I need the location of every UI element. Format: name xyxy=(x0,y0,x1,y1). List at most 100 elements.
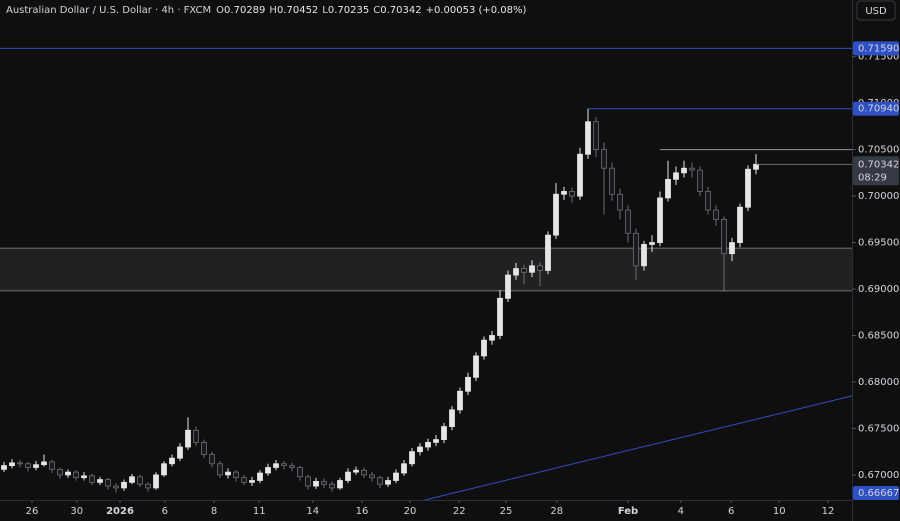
candle-body xyxy=(625,209,631,234)
candle-body xyxy=(25,463,31,468)
candle-body xyxy=(273,463,279,468)
x-tick-label: 8 xyxy=(211,506,217,517)
candle-body xyxy=(521,268,527,273)
y-tick-label: 0.69500 xyxy=(858,238,899,249)
candle-body xyxy=(369,474,375,479)
y-tick-label: 0.69000 xyxy=(858,284,899,295)
candle-body xyxy=(465,376,471,392)
candle-body xyxy=(57,468,63,476)
symbol-title: Australian Dollar / U.S. Dollar · 4h · F… xyxy=(6,5,211,16)
candle-body xyxy=(17,462,23,465)
candle-body xyxy=(201,441,207,455)
candle-body xyxy=(585,121,591,155)
x-tick-label: 11 xyxy=(253,506,266,517)
y-tick-label: 0.68000 xyxy=(858,377,899,388)
candle-body xyxy=(305,476,311,487)
y-tick-label: 0.67500 xyxy=(858,423,899,434)
ohlc-key: O xyxy=(216,5,224,16)
currency-box xyxy=(856,0,896,21)
candle-body xyxy=(473,355,479,378)
candle-body xyxy=(177,446,183,459)
candle-body xyxy=(329,483,335,489)
last-price-label: 0.70342 xyxy=(858,159,899,170)
x-tick-label: 28 xyxy=(550,506,563,517)
candle-body xyxy=(569,191,575,197)
candle-body xyxy=(601,149,607,169)
candle-body xyxy=(105,479,111,487)
x-tick-label: 6 xyxy=(728,506,734,517)
candle-body xyxy=(673,172,679,180)
ohlc-value: 0.70235 xyxy=(328,5,369,16)
x-tick-label: 12 xyxy=(822,506,835,517)
header: Australian Dollar / U.S. Dollar · 4h · F… xyxy=(6,5,527,16)
candle-body xyxy=(129,476,135,483)
x-tick-label: 16 xyxy=(356,506,369,517)
candle-body xyxy=(753,163,759,170)
x-tick-label: Feb xyxy=(618,506,638,517)
candle-body xyxy=(321,481,327,485)
candle-body xyxy=(401,463,407,474)
candle-body xyxy=(561,191,567,195)
y-tick-label: 0.68500 xyxy=(858,331,899,342)
candle-body xyxy=(433,439,439,443)
candle-body xyxy=(713,209,719,220)
candle-body xyxy=(409,451,415,465)
ohlc-key: H xyxy=(269,5,277,16)
y-tick-label: 0.67000 xyxy=(858,470,899,481)
candle-body xyxy=(121,481,127,489)
x-tick-label: 6 xyxy=(162,506,168,517)
candle-body xyxy=(737,206,743,243)
x-tick-label: 2026 xyxy=(106,506,134,517)
candle-body xyxy=(745,168,751,208)
last-price-box xyxy=(853,156,899,186)
candle-body xyxy=(73,471,79,479)
candle-body xyxy=(505,274,511,299)
zone xyxy=(0,248,852,291)
x-tick-label: 4 xyxy=(678,506,684,517)
candle-body xyxy=(593,121,599,151)
candle-body xyxy=(393,472,399,481)
candle-body xyxy=(113,485,119,489)
change: +0.00053 (+0.08%) xyxy=(426,5,527,16)
candle-body xyxy=(193,429,199,443)
candle-body xyxy=(649,242,655,245)
candle-body xyxy=(41,461,47,466)
ohlc-key: C xyxy=(373,5,380,16)
candle-body xyxy=(497,297,503,336)
candle-body xyxy=(417,446,423,453)
candle-body xyxy=(233,471,239,479)
candle-body xyxy=(225,471,231,476)
candle-body xyxy=(209,454,215,465)
candle-body xyxy=(137,476,143,485)
candle-body xyxy=(425,441,431,448)
y-tick-label: 0.70000 xyxy=(858,191,899,202)
candle-body xyxy=(249,480,255,483)
candle-body xyxy=(169,457,175,465)
y-tick-label: 0.70500 xyxy=(858,145,899,156)
candle-body xyxy=(33,464,39,468)
x-tick-label: 14 xyxy=(306,506,319,517)
candle-body xyxy=(345,471,351,481)
ohlc-value: 0.70342 xyxy=(380,5,421,16)
candle-body xyxy=(97,479,103,483)
candle-body xyxy=(545,234,551,271)
candle-body xyxy=(297,467,303,478)
candle-body xyxy=(577,153,583,197)
y-tick-label: 0.71500 xyxy=(858,52,899,63)
candle-body xyxy=(729,242,735,255)
x-tick-label: 30 xyxy=(70,506,83,517)
candle-body xyxy=(609,167,615,195)
currency: USD xyxy=(865,6,887,17)
candle-body xyxy=(217,463,223,476)
candle-body xyxy=(281,463,287,467)
candle-body xyxy=(185,429,191,448)
candle-body xyxy=(513,268,519,276)
candle-body xyxy=(337,480,343,489)
ohlc-key: L xyxy=(322,5,328,16)
candle-body xyxy=(49,461,55,470)
candle-body xyxy=(641,244,647,267)
candle-body xyxy=(153,474,159,489)
candle-body xyxy=(705,191,711,211)
